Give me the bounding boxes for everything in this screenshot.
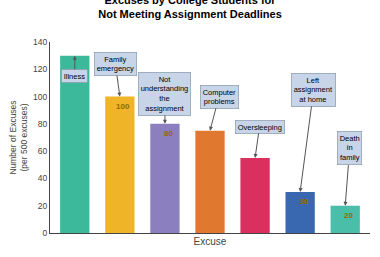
- svg-text:Computerproblems: Computerproblems: [203, 88, 236, 107]
- svg-text:Notunderstandingtheassignment: Notunderstandingtheassignment: [141, 75, 189, 113]
- svg-text:80: 80: [38, 119, 48, 129]
- svg-text:80: 80: [164, 129, 173, 138]
- svg-text:Excuses by College Students fo: Excuses by College Students forNot Meeti…: [98, 0, 282, 20]
- svg-text:Deathinfamily: Deathinfamily: [340, 134, 360, 163]
- svg-text:Number of Excuses(per 500 excu: Number of Excuses(per 500 excuses): [8, 100, 29, 174]
- svg-text:0: 0: [43, 228, 48, 238]
- svg-text:20: 20: [38, 201, 48, 211]
- svg-text:120: 120: [33, 64, 47, 74]
- svg-text:Illness: Illness: [64, 72, 86, 81]
- svg-text:100: 100: [33, 92, 47, 102]
- svg-text:100: 100: [116, 102, 130, 111]
- svg-text:Familyemergency: Familyemergency: [97, 55, 134, 74]
- svg-text:140: 140: [33, 37, 47, 47]
- svg-text:30: 30: [299, 197, 308, 206]
- svg-text:40: 40: [38, 173, 48, 183]
- svg-text:Oversleeping: Oversleeping: [238, 123, 282, 132]
- svg-text:Excuse: Excuse: [194, 236, 227, 247]
- svg-text:Leftassignmentat home: Leftassignmentat home: [294, 76, 333, 105]
- svg-text:20: 20: [344, 211, 353, 220]
- svg-text:60: 60: [38, 146, 48, 156]
